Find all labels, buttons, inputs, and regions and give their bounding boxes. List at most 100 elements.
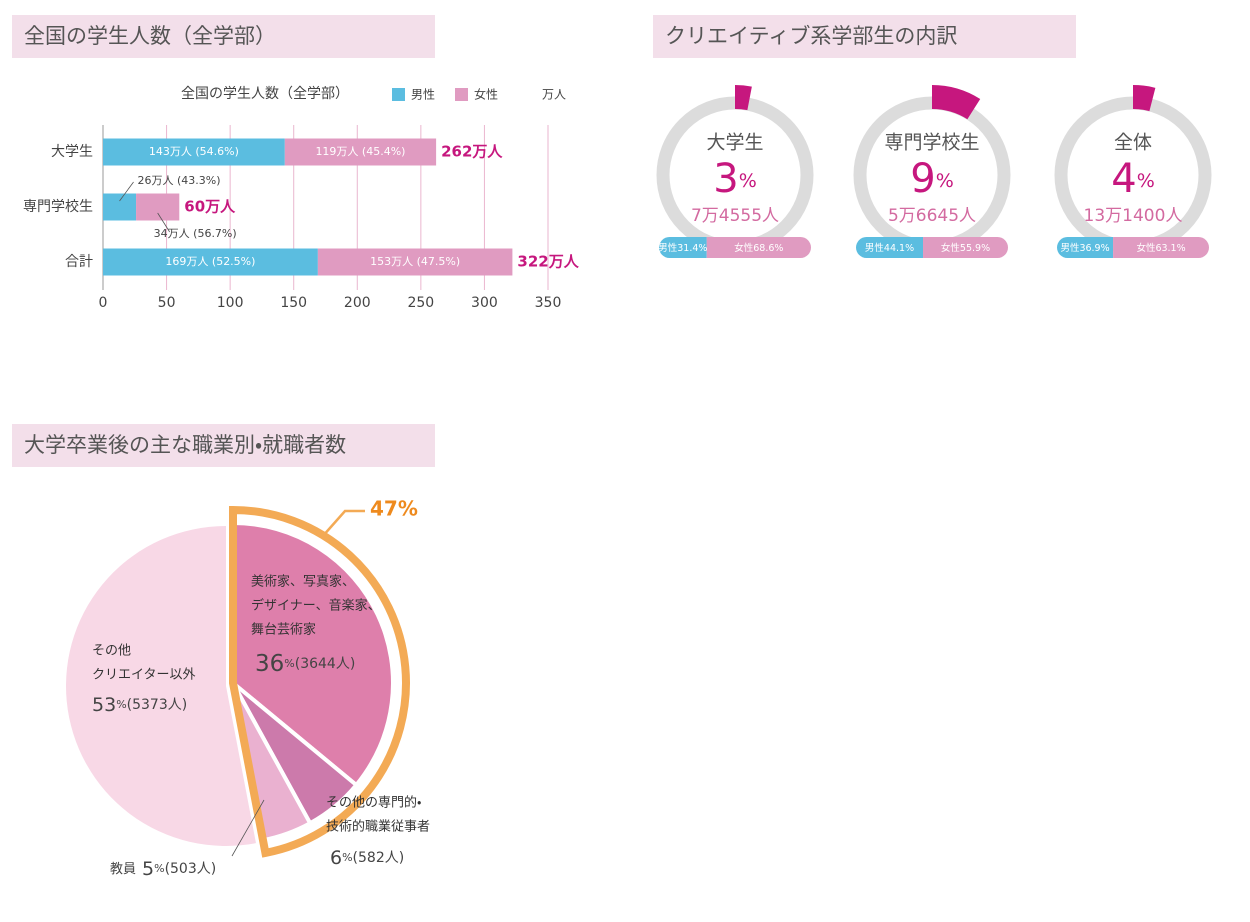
donut-count: 13万1400人 (1084, 206, 1183, 226)
category-line: クリエイター以外 (92, 668, 195, 683)
donut-value: 4% (1111, 156, 1155, 202)
x-tick-label: 100 (217, 295, 244, 311)
value-unit: % (739, 170, 757, 192)
gender-bar (659, 237, 707, 258)
bar-segment (103, 248, 318, 276)
x-tick-label: 150 (280, 295, 307, 311)
donut-arc (735, 85, 752, 111)
donut-category: 専門学校生 (884, 132, 979, 154)
total-label: 262万人 (441, 143, 503, 161)
legend-swatch (455, 88, 468, 101)
x-tick-label: 200 (344, 295, 371, 311)
section-header-bg (12, 424, 435, 467)
gender-bar (1113, 237, 1209, 258)
gender-label: 女性55.9% (941, 242, 990, 254)
value-unit: % (154, 862, 164, 875)
unit-label: 万人 (542, 88, 566, 102)
value-unit: % (936, 170, 954, 192)
bar-segment (103, 193, 137, 221)
x-tick-label: 350 (535, 295, 562, 311)
value-label: 169万人 (52.5%) (165, 255, 255, 268)
value-number: 9 (910, 156, 935, 202)
slice-value: 36%(3644人) (255, 651, 355, 677)
count-label: (5373人) (127, 697, 188, 713)
donut-arc (932, 85, 981, 120)
bar-segment (103, 138, 285, 166)
category-line: 美術家、写真家、 (251, 574, 355, 590)
pie-slice (231, 520, 395, 788)
highlight-outline (229, 505, 410, 858)
bar-segment (136, 193, 180, 221)
gender-bar (923, 237, 1008, 258)
slice-value: 6%(582人) (330, 847, 404, 869)
count-label: (582人) (353, 850, 405, 866)
x-tick-label: 0 (99, 295, 108, 311)
leader-line (231, 799, 265, 857)
gender-label: 男性36.9% (1060, 242, 1109, 254)
count-label: (503人) (165, 861, 217, 877)
value-unit: % (342, 851, 352, 864)
donut-count: 7万4555人 (691, 206, 779, 226)
slice-label: 教員 5%(503人) (110, 858, 216, 880)
legend-label: 女性 (474, 88, 498, 102)
y-tick-label: 大学生 (51, 144, 93, 160)
section-title: 全国の学生人数（全学部） (24, 24, 276, 48)
x-tick-label: 300 (471, 295, 498, 311)
donut-value: 9% (910, 156, 954, 202)
gender-bar (706, 237, 811, 258)
gender-bar (856, 237, 924, 258)
donut-category: 大学生 (706, 132, 763, 154)
highlight-label: 47% (370, 497, 418, 521)
value-label: 119万人 (45.4%) (315, 145, 405, 158)
value-unit: % (1137, 170, 1155, 192)
value-number: 4 (1111, 156, 1136, 202)
donut-value: 3% (713, 156, 757, 202)
gender-label: 女性68.6% (734, 242, 783, 254)
donut-category: 全体 (1114, 132, 1152, 154)
bar-segment (284, 138, 437, 166)
y-tick-label: 合計 (65, 254, 93, 270)
y-tick-label: 専門学校生 (23, 199, 93, 215)
value-unit: % (116, 698, 126, 711)
legend-swatch (392, 88, 405, 101)
value-number: 3 (713, 156, 738, 202)
category-line: 舞台芸術家 (251, 622, 316, 638)
pie-slice (65, 526, 256, 846)
total-label: 60万人 (184, 198, 236, 216)
category-line: その他の専門的・ (326, 795, 421, 811)
chart-subtitle: 全国の学生人数（全学部） (181, 86, 349, 102)
legend-label: 男性 (411, 88, 435, 102)
value-number: 36 (255, 651, 284, 677)
value-number: 5 (142, 858, 154, 880)
category-line: その他 (92, 644, 131, 659)
value-label: 143万人 (54.6%) (149, 145, 239, 158)
highlight-leader (321, 509, 365, 538)
value-label: 26万人 (43.3%) (138, 174, 221, 187)
section-title: 大学卒業後の主な職業別・就職者数 (24, 433, 346, 457)
gender-label: 女性63.1% (1136, 242, 1185, 254)
bar-segment (317, 248, 513, 276)
slice-value: 53%(5373人) (92, 694, 187, 716)
gender-label: 男性31.4% (658, 242, 707, 254)
gender-bar (1057, 237, 1114, 258)
section-title: クリエイティブ系学部生の内訳 (665, 24, 957, 48)
gender-label: 男性44.1% (865, 242, 914, 254)
donut-arc (1133, 85, 1156, 112)
count-label: (3644人) (295, 656, 356, 672)
value-unit: % (284, 657, 294, 670)
total-label: 322万人 (517, 253, 579, 271)
value-label: 34万人 (56.7%) (154, 227, 237, 240)
value-label: 153万人 (47.5%) (370, 255, 460, 268)
donut-count: 5万6645人 (888, 206, 976, 226)
value-number: 53 (92, 694, 116, 716)
leader-line (119, 181, 134, 202)
value-number: 6 (330, 847, 342, 869)
category-line: デザイナー、音楽家、 (251, 598, 381, 614)
section-header-bg (12, 15, 435, 58)
leader-line (157, 212, 171, 233)
category-line: 教員 (110, 861, 136, 877)
x-tick-label: 250 (407, 295, 434, 311)
category-line: 技術的職業従事者 (326, 819, 430, 835)
